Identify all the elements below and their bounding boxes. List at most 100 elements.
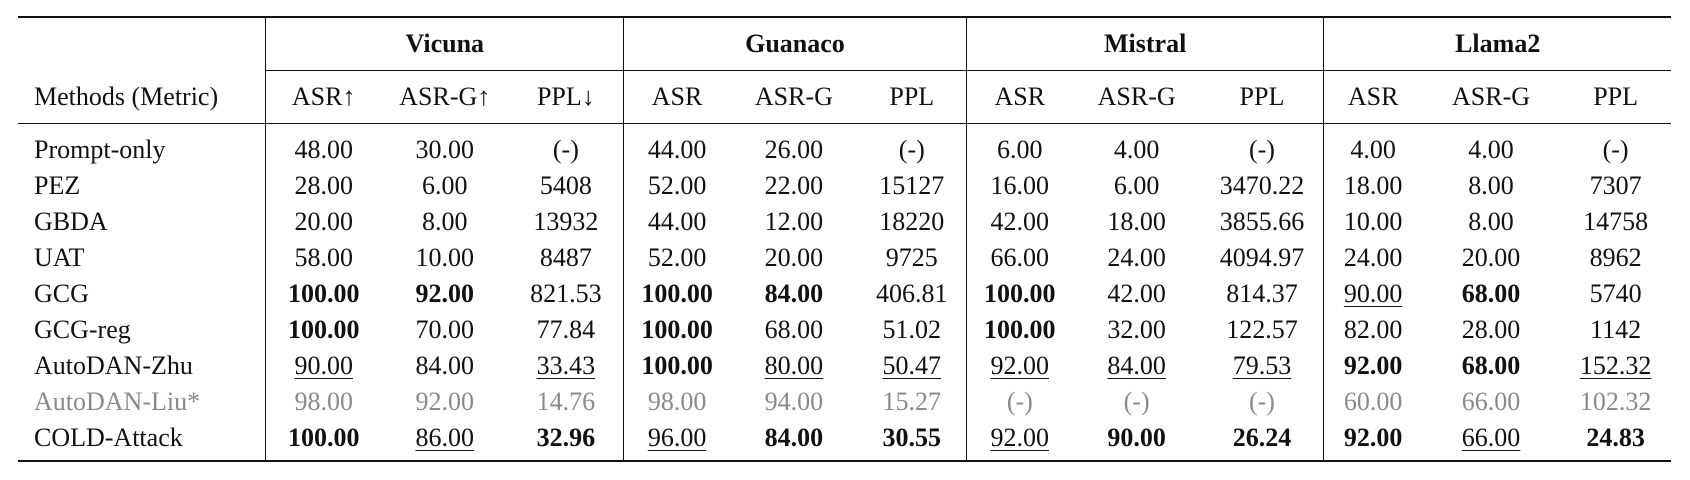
value-text: 14758 (1583, 207, 1649, 236)
value-cell: 15.27 (858, 384, 967, 420)
value-text: 22.00 (764, 171, 824, 200)
value-text: 44.00 (647, 207, 707, 236)
value-text: 84.00 (764, 423, 824, 452)
value-text: 92.00 (415, 387, 475, 416)
value-text: 3855.66 (1219, 207, 1305, 236)
value-cell: 94.00 (730, 384, 858, 420)
table-row: PEZ 28.00 6.00 5408 52.00 22.00 15127 16.00 6.00… (18, 168, 1671, 204)
value-text: 4.00 (1113, 135, 1160, 164)
value-text: 406.81 (876, 279, 948, 308)
value-text: 100.00 (641, 315, 713, 344)
value-text: (-) (1602, 135, 1629, 164)
value-cell: 16.00 (965, 168, 1073, 204)
value-text: 82.00 (1343, 315, 1403, 344)
value-text: 8.00 (1468, 171, 1514, 200)
value-text: 18.00 (1107, 207, 1166, 236)
value-cell: 44.00 (623, 204, 731, 240)
value-cell: 66.00 (1421, 420, 1561, 462)
value-cell: 84.00 (1073, 348, 1201, 384)
value-text: (-) (898, 135, 925, 164)
value-cell: 152.32 (1560, 348, 1671, 384)
value-cell: 100.00 (265, 420, 381, 462)
value-cell: 32.00 (1073, 312, 1201, 348)
value-cell: 22.00 (730, 168, 858, 204)
value-text: 24.83 (1586, 423, 1645, 452)
value-text: 98.00 (294, 387, 353, 416)
value-text: 4.00 (1350, 135, 1396, 164)
value-text: 3470.22 (1219, 171, 1305, 200)
value-cell: 102.32 (1560, 384, 1671, 420)
value-text: 84.00 (764, 279, 824, 308)
value-cell: 58.00 (265, 240, 381, 276)
value-cell: 4.00 (1323, 123, 1422, 168)
value-text: 58.00 (294, 243, 353, 272)
value-text: 7307 (1589, 171, 1642, 200)
value-text: 52.00 (647, 171, 707, 200)
value-text: 84.00 (415, 351, 475, 380)
value-text: 100.00 (287, 315, 360, 344)
value-cell: 13932 (509, 204, 624, 240)
value-text: 70.00 (415, 315, 475, 344)
value-text: 92.00 (1343, 423, 1403, 452)
method-name-cell: GCG-reg (34, 315, 131, 344)
value-text: 32.00 (1107, 315, 1166, 344)
value-cell: 66.00 (965, 240, 1073, 276)
value-cell: 6.00 (381, 168, 509, 204)
value-text: 92.00 (990, 423, 1050, 452)
value-text: 8962 (1589, 243, 1642, 272)
value-cell: 92.00 (381, 276, 509, 312)
value-text: 821.53 (530, 279, 602, 308)
value-cell: 5408 (509, 168, 624, 204)
value-cell: 1142 (1560, 312, 1671, 348)
column-header: PPL (857, 70, 967, 124)
column-header: ASR (623, 70, 731, 124)
results-table-body: Prompt-only 48.00 30.00 (-) 44.00 26.00 (-) 6.0… (18, 123, 1671, 462)
value-text: 92.00 (415, 279, 475, 308)
value-text: 96.00 (647, 423, 707, 452)
value-cell: (-) (509, 124, 624, 169)
method-name-cell: GBDA (34, 207, 108, 236)
value-text: 28.00 (294, 171, 353, 200)
value-text: 12.00 (764, 207, 824, 236)
value-cell: 48.00 (265, 123, 381, 168)
value-cell: 82.00 (1323, 312, 1422, 348)
value-cell: (-) (965, 384, 1073, 420)
value-cell: 79.53 (1200, 348, 1323, 384)
value-cell: (-) (1560, 124, 1671, 169)
value-text: 6.00 (422, 171, 468, 200)
value-text: 100.00 (641, 279, 713, 308)
value-text: 100.00 (287, 423, 360, 452)
value-cell: 92.00 (1323, 420, 1422, 462)
value-text: 44.00 (647, 135, 707, 164)
value-text: 100.00 (287, 279, 360, 308)
value-text: 20.00 (764, 243, 824, 272)
value-text: 6.00 (997, 135, 1043, 164)
value-cell: 77.84 (509, 312, 624, 348)
value-text: 10.00 (415, 243, 475, 272)
value-text: 5740 (1589, 279, 1642, 308)
value-text: 4094.97 (1219, 243, 1305, 272)
value-text: 90.00 (294, 351, 353, 380)
results-table: Vicuna Guanaco Mistral Llama2 Methods (M… (18, 16, 1671, 462)
value-text: 14.76 (536, 387, 596, 416)
value-cell: 84.00 (730, 420, 858, 462)
value-cell: 44.00 (623, 123, 731, 168)
value-cell: 90.00 (265, 348, 381, 384)
value-cell: 406.81 (858, 276, 967, 312)
value-text: 80.00 (764, 351, 824, 380)
value-text: 102.32 (1579, 387, 1652, 416)
value-text: 66.00 (990, 243, 1050, 272)
value-text: 6.00 (1113, 171, 1160, 200)
value-cell: 10.00 (1323, 204, 1422, 240)
value-text: 92.00 (1343, 351, 1403, 380)
value-cell: 33.43 (509, 348, 624, 384)
value-cell: 52.00 (623, 240, 731, 276)
value-cell: 98.00 (265, 384, 381, 420)
column-header: ASR-G (730, 70, 858, 124)
value-cell: 3855.66 (1200, 204, 1323, 240)
value-cell: 42.00 (1073, 276, 1201, 312)
value-cell: 122.57 (1200, 312, 1323, 348)
table-row: GBDA 20.00 8.00 13932 44.00 12.00 18220 42.00 18… (18, 204, 1671, 240)
value-text: 26.00 (764, 135, 824, 164)
value-cell: 92.00 (965, 420, 1073, 462)
